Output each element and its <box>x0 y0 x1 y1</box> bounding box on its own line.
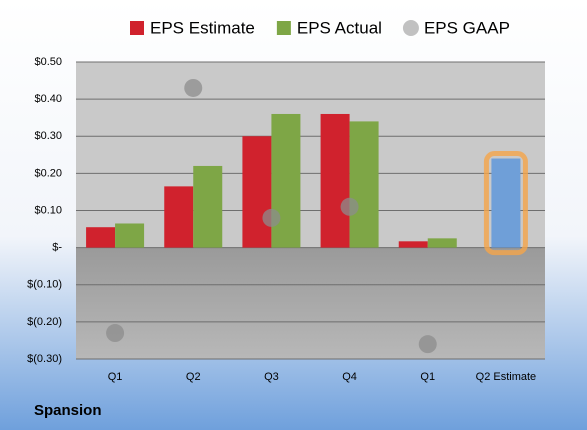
y-tick-label: $(0.30) <box>27 353 62 365</box>
x-tick-label: Q1 <box>108 371 123 383</box>
plot-area <box>76 62 545 248</box>
bar <box>349 121 379 248</box>
y-tick-label: $- <box>52 242 62 254</box>
footer: Spansion <box>34 402 102 419</box>
gaap-marker <box>184 78 203 97</box>
y-tick-label: $0.50 <box>34 56 62 68</box>
bar <box>271 113 301 248</box>
x-tick-label: Q1 <box>420 371 435 383</box>
x-tick-label: Q4 <box>342 371 357 383</box>
legend-label: EPS GAAP <box>424 18 510 37</box>
bar <box>242 136 272 248</box>
bar <box>115 223 145 248</box>
legend-marker <box>402 20 419 36</box>
legend-marker <box>130 21 144 35</box>
y-tick-label: $0.20 <box>34 167 62 179</box>
plot-area-negative <box>76 247 545 359</box>
y-tick-label: $0.40 <box>34 93 62 105</box>
x-tick-label: Q3 <box>264 371 279 383</box>
gaap-marker <box>418 335 437 354</box>
legend-label: EPS Estimate <box>150 18 255 37</box>
x-tick-label: Q2 Estimate <box>476 371 537 383</box>
bar <box>491 158 521 248</box>
legend-label: EPS Actual <box>297 18 382 37</box>
bar <box>427 238 457 248</box>
y-tick-label: $0.30 <box>34 130 62 142</box>
bar <box>164 186 194 248</box>
gaap-marker <box>262 208 281 227</box>
bar <box>193 165 223 248</box>
legend-marker <box>276 21 291 35</box>
gaap-marker <box>106 324 125 343</box>
x-tick-label: Q2 <box>186 371 201 383</box>
bar <box>320 113 350 248</box>
gaap-marker <box>340 197 359 216</box>
bar <box>86 227 116 248</box>
y-tick-label: $(0.10) <box>27 279 62 291</box>
highlight-glow <box>483 151 528 256</box>
y-tick-label: $(0.20) <box>27 316 62 328</box>
y-tick-label: $0.10 <box>34 204 62 216</box>
bar <box>398 241 428 248</box>
